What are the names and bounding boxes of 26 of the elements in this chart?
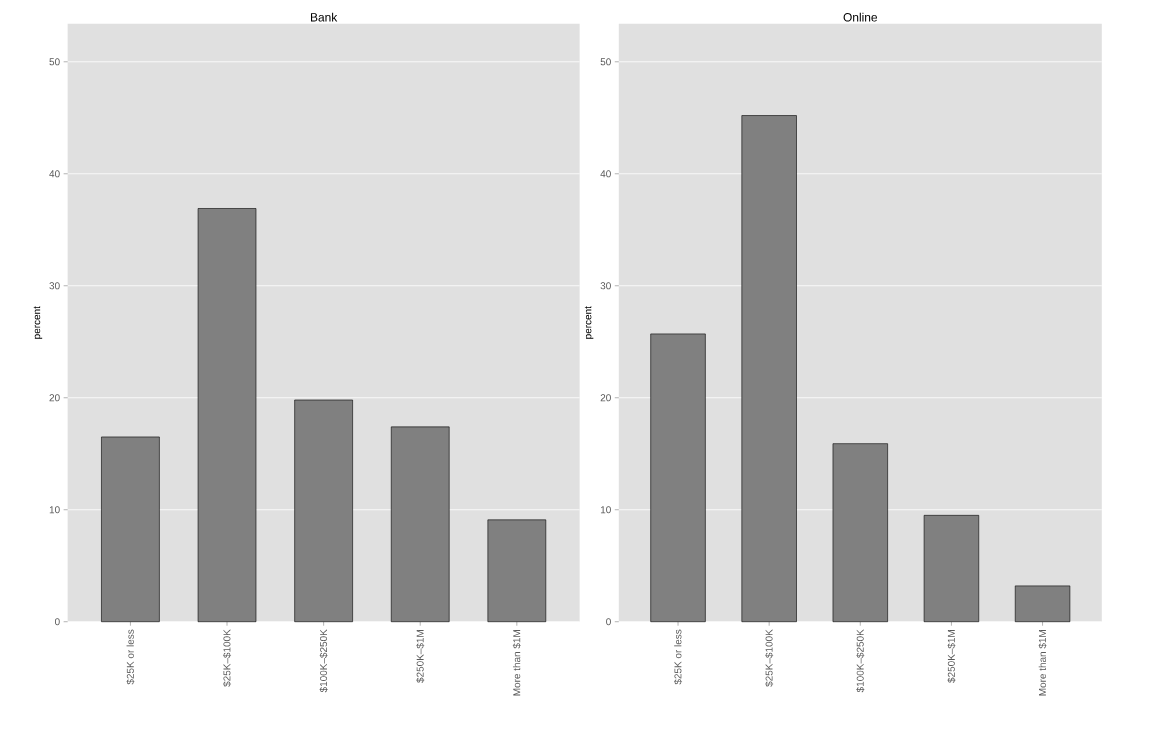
y-tick-label: 50	[49, 58, 60, 66]
x-tick-label: $250K–$1M	[416, 630, 425, 683]
y-tick-label: 10	[49, 506, 60, 514]
y-tick-label: 50	[600, 58, 611, 66]
y-tick-label: 20	[49, 394, 60, 402]
y-tick-label: 30	[49, 282, 60, 290]
y-tick-label: 20	[600, 394, 611, 402]
y-tick-label: 40	[49, 170, 60, 178]
y-tick-label: 0	[606, 618, 611, 626]
x-tick-label: $25K or less	[126, 629, 135, 685]
x-tick-label: $100K–$250K	[319, 629, 328, 693]
x-tick-label: $25K–$100K	[765, 629, 774, 687]
chart-title: Bank	[310, 12, 338, 22]
x-tick-label: $100K–$250K	[856, 629, 865, 693]
y-tick-label: 30	[600, 282, 611, 290]
y-tick-label: 10	[600, 506, 611, 514]
y-tick-label: 40	[600, 170, 611, 178]
x-tick-label: $25K–$100K	[222, 629, 232, 687]
x-tick-label: More than $1M	[1038, 630, 1047, 696]
x-tick-label: More than $1M	[512, 630, 521, 696]
x-tick-label: $250K–$1M	[947, 630, 956, 683]
x-tick-label: $25K or less	[674, 629, 683, 685]
chart-title: Online	[843, 12, 878, 22]
y-axis-title: percent	[584, 306, 594, 339]
y-axis-title: percent	[33, 306, 43, 339]
y-tick-label: 0	[54, 618, 60, 626]
